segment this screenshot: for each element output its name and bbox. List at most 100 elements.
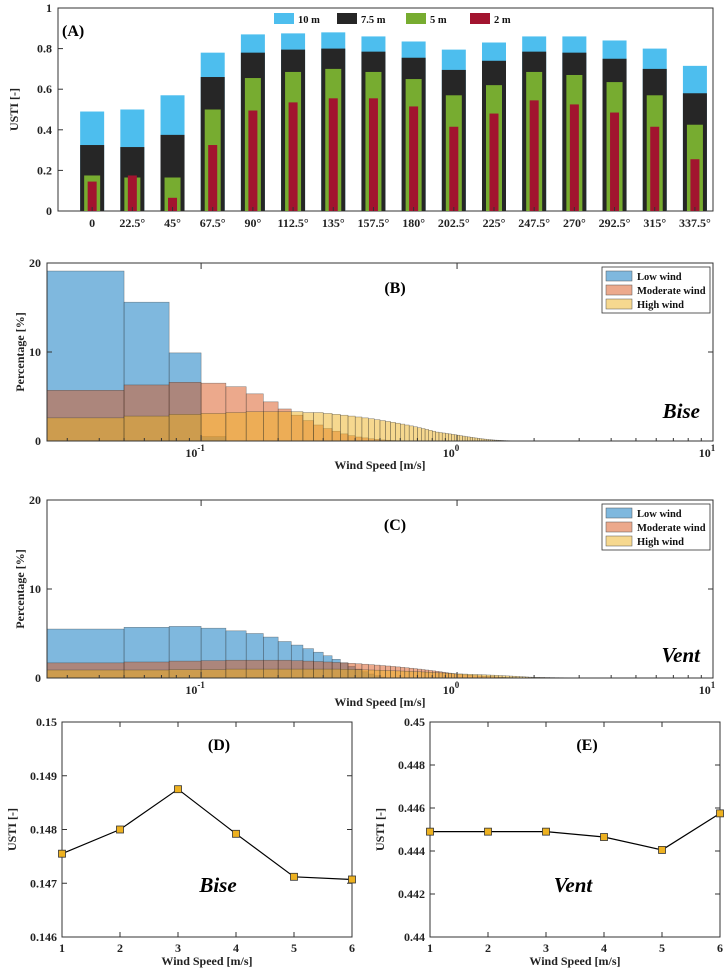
panel-label: (D)	[208, 737, 230, 754]
hist-bar-high-wind-42	[464, 436, 468, 442]
usti-marker-3	[542, 827, 550, 836]
legend-label: 5 m	[430, 15, 447, 26]
x-tick-label: 202.5°	[438, 216, 470, 230]
usti-marker-5	[290, 872, 298, 881]
hist-bar-high-wind-2	[168, 669, 202, 679]
hist-bar-high-wind-20	[385, 421, 391, 442]
y-tick-label: 0.448	[398, 758, 425, 772]
hist-bar-high-wind-4	[225, 412, 247, 442]
y-tick-label: 0.446	[398, 801, 425, 815]
legend-swatch-high-wind	[605, 535, 633, 547]
hist-bar-high-wind-10	[313, 668, 324, 679]
hist-bar-high-wind-30	[428, 430, 433, 442]
hist-bar-high-wind-28	[421, 671, 426, 679]
hist-bar-high-wind-43	[477, 674, 483, 679]
hist-bar-high-wind-17	[368, 418, 375, 442]
y-axis-label: USTI [-]	[5, 808, 19, 851]
hist-bar-high-wind-2	[168, 414, 202, 442]
y-tick-label: 0.148	[30, 823, 57, 837]
annotation-text: Vent	[554, 873, 594, 897]
x-tick-label: 4	[233, 941, 239, 955]
x-tick-base: 10	[443, 446, 455, 460]
x-tick-label: 2	[117, 941, 123, 955]
bar-2m-13	[610, 112, 620, 211]
x-tick-exponent: 1	[711, 680, 716, 690]
hist-bar-high-wind-13	[340, 414, 349, 442]
x-tick-label: 225°	[483, 216, 506, 230]
hist-bar-high-wind-3	[200, 413, 227, 442]
usti-line	[430, 812, 721, 851]
y-tick-label: 0.15	[36, 715, 57, 729]
bar-2m-14	[650, 126, 660, 211]
hist-bar-high-wind-14	[347, 415, 356, 442]
usti-marker-2	[484, 827, 492, 836]
hist-bar-high-wind-29	[424, 671, 429, 679]
hist-bar-high-wind-26	[413, 426, 418, 442]
annotation-text: Bise	[198, 873, 236, 897]
hist-bar-high-wind-0	[46, 669, 125, 679]
hist-bar-high-wind-12	[331, 668, 341, 679]
x-tick-label: 10-1	[185, 443, 205, 460]
hist-bar-high-wind-8	[290, 668, 304, 679]
legend-swatch-10m	[274, 13, 294, 24]
y-tick-label: 20	[29, 493, 41, 507]
annotation-text: Bise	[662, 399, 700, 423]
x-tick-exponent: 0	[455, 443, 460, 453]
x-tick-base: 10	[185, 683, 197, 697]
x-axis-label: Wind Speed [m/s]	[529, 954, 620, 968]
x-tick-label: 100	[443, 680, 460, 697]
annotation-text: Vent	[661, 643, 701, 667]
x-tick-label: 337.5°	[679, 216, 711, 230]
y-axis-label: Percentage [%]	[13, 549, 27, 628]
y-tick-label: 0.2	[37, 163, 52, 177]
hist-bar-high-wind-10	[313, 412, 324, 442]
x-tick-label: 5	[291, 941, 297, 955]
legend-swatch-low-wind	[605, 270, 633, 282]
hist-bar-high-wind-3	[200, 669, 227, 679]
bar-2m-7	[368, 98, 378, 211]
x-tick-exponent: -1	[197, 680, 205, 690]
legend-swatch-5m	[406, 13, 426, 24]
usti-marker-4	[600, 833, 608, 841]
hist-bar-high-wind-33	[438, 672, 443, 679]
hist-bar-high-wind-31	[431, 672, 436, 679]
x-axis-label: Wind Speed [m/s]	[334, 458, 425, 472]
hist-bar-high-wind-1	[123, 669, 170, 679]
usti-marker-4	[232, 829, 240, 838]
usti-marker-2	[116, 825, 124, 834]
y-tick-label: 0.45	[404, 715, 425, 729]
hist-bar-high-wind-27	[417, 427, 422, 442]
hist-bar-high-wind-7	[277, 411, 292, 442]
hist-bar-high-wind-40	[459, 435, 463, 442]
bar-2m-2	[168, 197, 178, 211]
y-tick-label: 0.147	[30, 876, 57, 890]
legend-swatch-moderate-wind	[605, 521, 633, 533]
panel-label: (C)	[384, 517, 406, 534]
x-tick-label: 4	[601, 941, 607, 955]
x-tick-label: 6	[349, 941, 355, 955]
x-axis-label: Wind Speed [m/s]	[334, 695, 425, 709]
hist-bar-high-wind-16	[361, 669, 369, 679]
x-tick-label: 90°	[244, 216, 261, 230]
hist-bar-high-wind-0	[46, 417, 125, 442]
y-tick-label: 10	[29, 582, 41, 596]
y-tick-label: 0.6	[37, 82, 52, 96]
bar-2m-9	[449, 126, 459, 211]
y-tick-label: 0	[35, 671, 41, 685]
legend-label: High wind	[637, 300, 684, 311]
bar-2m-3	[208, 145, 218, 211]
x-tick-label: 2	[485, 941, 491, 955]
hist-bar-high-wind-31	[431, 430, 436, 442]
legend-swatch-high-wind	[605, 298, 633, 310]
hist-bar-high-wind-37	[451, 673, 455, 679]
x-tick-label: 135°	[322, 216, 345, 230]
hist-bar-high-wind-42	[472, 674, 478, 679]
x-tick-exponent: 1	[711, 443, 716, 453]
y-tick-label: 0.4	[37, 123, 52, 137]
hist-bar-high-wind-45	[472, 437, 476, 442]
x-tick-label: 292.5°	[599, 216, 631, 230]
hist-bar-high-wind-44	[469, 437, 473, 442]
hist-bar-high-wind-41	[462, 435, 466, 442]
usti-marker-1	[426, 827, 434, 836]
x-tick-label: 100	[443, 443, 460, 460]
